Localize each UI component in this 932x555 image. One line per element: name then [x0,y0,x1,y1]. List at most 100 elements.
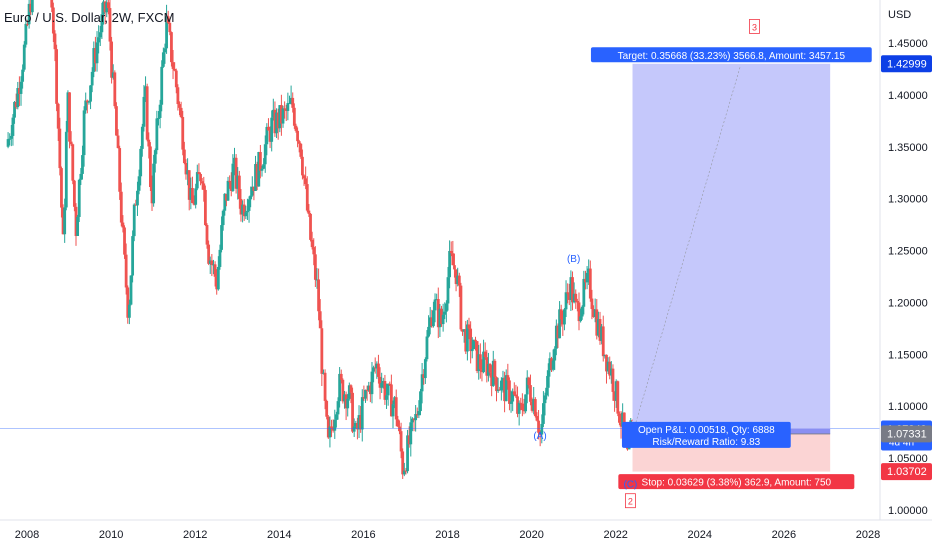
candle-down [297,141,301,144]
candle-down [258,152,262,171]
time-tick-label: 2010 [99,529,123,541]
candle-up [247,199,251,211]
candle-down [344,394,348,409]
candle-down [268,130,272,142]
candle-down [71,144,75,181]
candle-up [546,370,550,388]
candle-up [97,37,101,43]
candle-down [377,363,380,377]
candle-down [422,374,426,379]
candle-up [127,304,131,318]
candle-up [254,164,257,191]
candle-down [613,391,616,401]
candle-down [550,358,553,370]
candle-down [292,107,296,126]
candle-up [456,275,460,285]
candle-down [310,239,314,248]
wave-label: (A) [533,431,546,442]
candle-up [496,389,500,392]
candle-up [84,100,88,111]
time-axis[interactable]: 2008 2010 2012 2014 2016 2018 2020 2022 2024 2026… [0,519,932,550]
candle-down [199,174,202,182]
candle-down [26,23,29,25]
candle-up [144,86,147,97]
candle-up [427,326,430,337]
candle-down [533,399,537,417]
candle-down [349,385,353,393]
candle-up [441,314,445,325]
candle-down [242,204,246,217]
stop-label: Stop: 0.03629 (3.38%) 362.9, Amount: 750 [618,474,855,490]
candle-down [601,326,605,357]
candle-down [68,92,71,142]
candle-up [9,135,13,139]
price-tag-label: 1.03702 [887,466,927,478]
candle-down [203,189,207,226]
candle-up [263,144,267,165]
candle-down [490,372,494,387]
candle-up [87,101,91,103]
candle-up [161,52,165,67]
candle-down [567,293,571,300]
time-tick-label: 2016 [351,529,375,541]
candle-up [542,403,545,424]
candle-down [234,157,238,189]
candle-up [346,398,350,409]
candle-up [165,16,168,49]
candle-up [385,395,388,400]
candle-up [265,126,269,145]
long-position-tool[interactable]: Target: 0.35668 (33.23%) 3566.8, Amount:… [590,47,872,490]
candle-down [94,48,97,64]
candle-down [535,416,539,421]
target-label-bg [590,47,872,63]
candle-up [226,180,230,201]
candle-down [147,139,151,147]
candle-up [334,414,338,420]
candle-down [378,376,382,388]
candle-up [111,72,115,78]
candle-down [485,357,489,376]
candle-up [487,364,490,376]
candle-down [436,299,440,328]
price-tick-label: 1.00000 [888,505,928,517]
price-tick-label: 1.10000 [888,401,928,413]
price-tick-label: 1.15000 [888,349,928,361]
candle-up [380,383,384,388]
candle-down [506,375,510,381]
price-tag-bg [881,425,932,443]
time-tick-label: 2026 [772,529,796,541]
candle-down [401,451,405,475]
candle-down [174,70,178,88]
candle-down [493,360,497,378]
candle-down [495,377,498,392]
candle-down [309,213,312,240]
candle-down [430,317,434,327]
candle-up [77,179,81,217]
candle-up [89,85,92,102]
candle-up [64,131,68,208]
candle-down [475,341,479,372]
time-tick-label: 2020 [519,529,543,541]
time-tick-label: 2024 [688,529,712,541]
candle-down [530,401,534,411]
candle-up [270,117,274,142]
candle-down [359,415,363,430]
candle-down [362,397,366,399]
target-zone[interactable] [632,63,831,434]
candle-up [63,207,67,235]
candle-up [315,279,319,281]
price-tick-label: 1.25000 [888,246,928,258]
candle-up [105,2,109,13]
candle-down [618,413,621,423]
candle-up [563,309,566,325]
candle-down [498,389,502,391]
candle-up [425,336,429,360]
candle-down [508,380,511,404]
candle-down [598,319,602,341]
candle-down [192,203,196,205]
candle-up [621,412,625,427]
candle-up [477,354,481,372]
candle-down [173,68,177,71]
